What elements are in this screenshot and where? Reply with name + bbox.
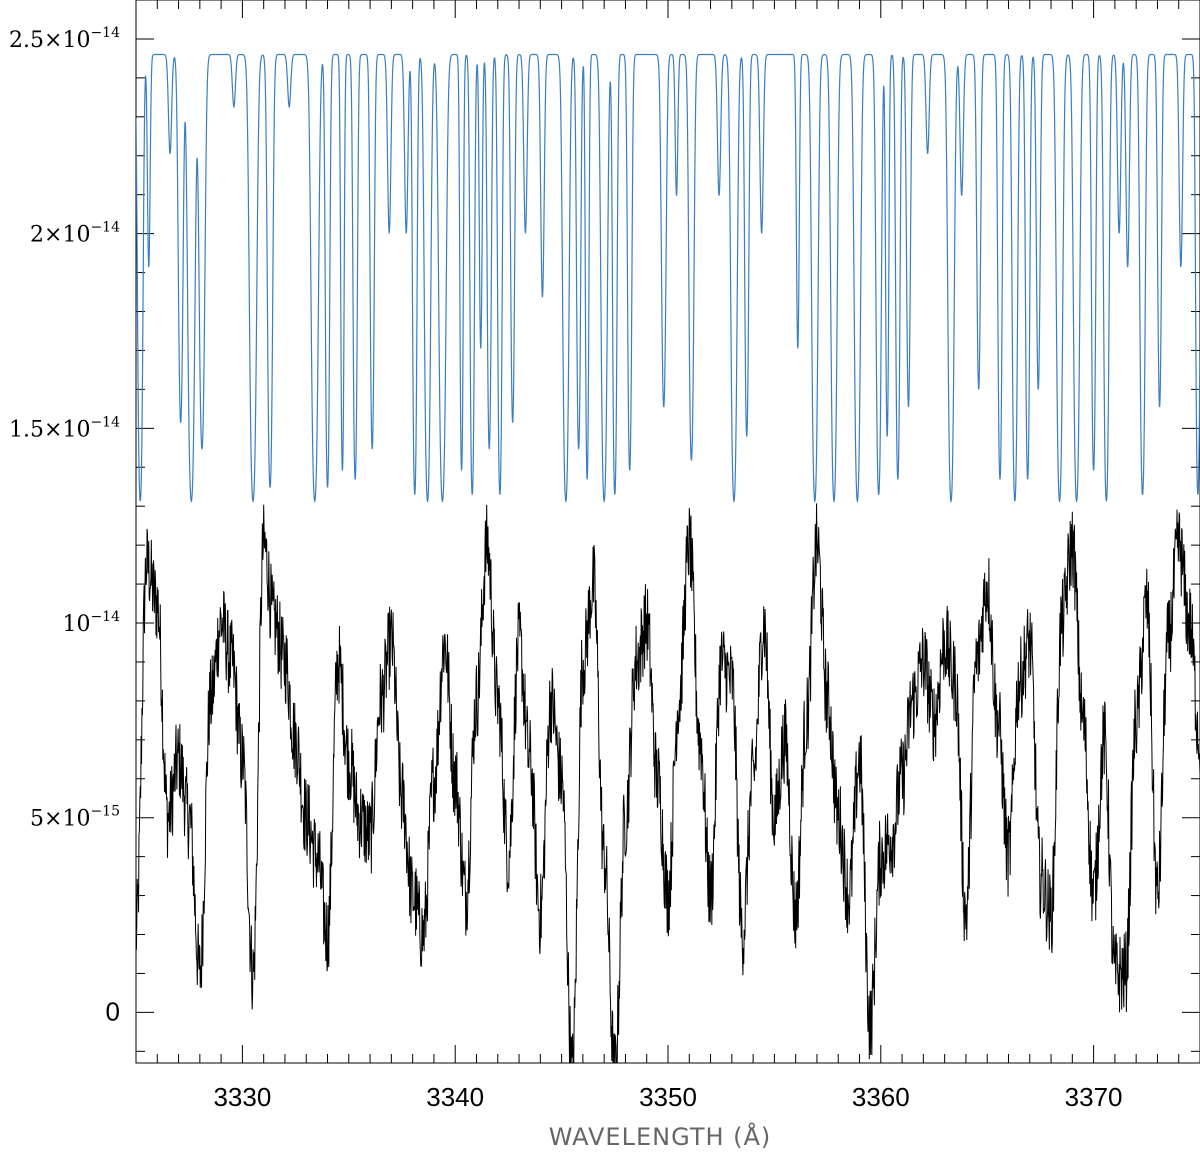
y-tick-label: 5×10−15 (30, 804, 120, 832)
x-tick-label: 3360 (852, 1082, 910, 1112)
x-tick-label: 3350 (639, 1082, 697, 1112)
y-tick-label: 10−14 (62, 609, 120, 637)
y-tick-labels: 0 5×10−15 10−14 1.5×10−14 2×10−14 2.5×10−14 (9, 25, 120, 1026)
x-tick-label: 3340 (426, 1082, 484, 1112)
y-tick-label: 2.5×10−14 (9, 25, 120, 53)
plot-series (136, 53, 1200, 1063)
x-axis-title: WAVELENGTH (Å) (549, 1122, 772, 1151)
model-spectrum-line (136, 53, 1200, 504)
x-tick-labels: 3330 3340 3350 3360 3370 (213, 1082, 1122, 1112)
observed-spectrum-line (136, 503, 1200, 1063)
x-tick-label: 3330 (213, 1082, 271, 1112)
y-tick-label: 2×10−14 (30, 220, 120, 248)
y-tick-label: 0 (106, 996, 120, 1026)
y-tick-label: 1.5×10−14 (9, 414, 120, 442)
x-tick-label: 3370 (1065, 1082, 1123, 1112)
